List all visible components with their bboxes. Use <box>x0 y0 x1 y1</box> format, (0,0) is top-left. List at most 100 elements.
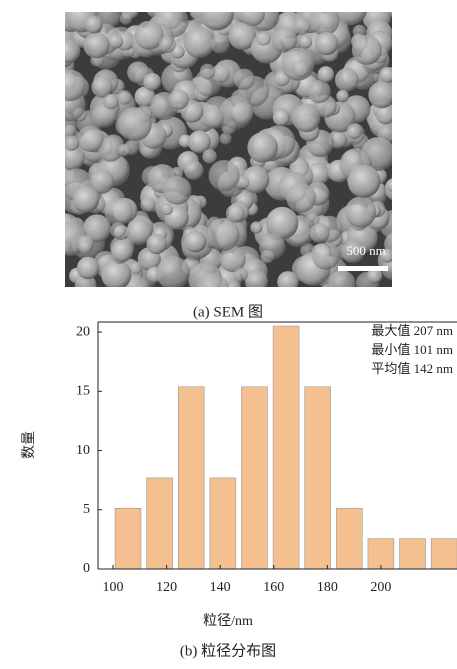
bar <box>273 326 299 569</box>
particle <box>219 96 253 130</box>
x-axis-label: 粒径/nm <box>203 613 253 629</box>
y-tick-label: 20 <box>76 324 90 339</box>
particle <box>184 27 215 58</box>
particle <box>185 231 207 253</box>
particle <box>200 64 216 80</box>
particle <box>380 67 396 83</box>
particle <box>368 81 395 108</box>
x-tick-label: 100 <box>103 580 124 595</box>
annotation: 最大值 207 nm <box>371 323 453 338</box>
plot: 0 5 10 15 20 100 120 140 160 180 200 最大值 207 nm 最小值 … <box>76 322 457 595</box>
particle <box>347 124 362 139</box>
particle <box>315 32 338 55</box>
bar <box>305 387 331 569</box>
particle <box>196 274 229 307</box>
particle <box>308 80 331 103</box>
particle <box>146 234 166 254</box>
bar <box>210 478 236 569</box>
particle <box>299 35 312 48</box>
particle <box>101 259 131 289</box>
y-tick-label: 15 <box>76 384 90 399</box>
bar <box>178 387 204 569</box>
particle <box>250 221 262 233</box>
particle <box>163 176 192 205</box>
x-tick-label: 200 <box>370 580 391 595</box>
particle <box>105 198 133 226</box>
particle <box>335 68 359 92</box>
x-tick-label: 140 <box>210 580 231 595</box>
particle <box>286 183 316 213</box>
particle <box>108 34 123 49</box>
particle <box>387 179 399 191</box>
particle <box>209 160 240 191</box>
particle <box>345 197 376 228</box>
bar <box>431 539 457 569</box>
bar <box>400 539 426 569</box>
particle <box>103 94 119 110</box>
caption: (b) 粒径分布图 <box>180 642 276 659</box>
x-tick-label: 120 <box>156 580 177 595</box>
particle <box>110 222 126 238</box>
particle <box>77 257 100 280</box>
particle <box>118 107 152 141</box>
bar <box>368 539 394 569</box>
particle <box>233 267 247 281</box>
y-tick-label: 10 <box>76 443 90 458</box>
particle <box>85 16 103 34</box>
particle <box>203 108 224 129</box>
scale-bar-label: 500 nm <box>346 243 385 258</box>
particle <box>111 240 133 262</box>
particle <box>293 61 310 78</box>
sem-image <box>44 0 411 307</box>
particle <box>207 218 240 251</box>
particle <box>352 35 382 65</box>
particle <box>309 5 339 35</box>
particle <box>77 126 103 152</box>
bar <box>147 478 173 569</box>
caption: (a) SEM 图 <box>193 303 263 320</box>
particle <box>234 69 255 90</box>
particle <box>240 2 265 27</box>
particle <box>156 256 190 290</box>
particle <box>54 70 86 102</box>
y-tick-label: 5 <box>83 502 90 517</box>
particle <box>143 73 161 91</box>
annotation: 最小值 101 nm <box>371 342 453 357</box>
particle <box>318 66 334 82</box>
figure: 500 nm (a) SEM 图 0 5 10 15 20 100 120 140 160 180… <box>0 0 457 664</box>
particle <box>202 149 217 164</box>
y-tick-label: 0 <box>83 561 90 576</box>
x-tick-label: 180 <box>317 580 338 595</box>
particle <box>328 270 356 298</box>
particle <box>226 204 245 223</box>
particle <box>159 36 176 53</box>
particle <box>120 13 132 25</box>
particle <box>64 135 79 150</box>
bar <box>241 387 267 569</box>
particle <box>348 165 381 198</box>
particle <box>245 270 268 293</box>
particle <box>168 89 189 110</box>
annotation: 平均值 142 nm <box>371 361 453 376</box>
particle <box>293 17 311 35</box>
scale-bar <box>338 266 388 271</box>
x-tick-label: 160 <box>263 580 284 595</box>
particle <box>336 90 349 103</box>
particle <box>130 261 143 274</box>
particle <box>211 35 230 54</box>
particle <box>247 132 278 163</box>
particle <box>256 30 271 45</box>
particle <box>140 197 155 212</box>
particle <box>118 144 130 156</box>
particle <box>312 243 339 270</box>
particle <box>117 90 132 105</box>
bar <box>336 508 362 569</box>
particle <box>310 223 330 243</box>
particle <box>259 234 285 260</box>
particle <box>390 3 408 21</box>
particle <box>292 104 321 133</box>
page: {"image": {"scale_bar": "500 nm", "capti… <box>0 0 457 664</box>
particle <box>161 203 173 215</box>
y-axis-label: 数量 <box>21 431 37 459</box>
particle <box>184 161 204 181</box>
